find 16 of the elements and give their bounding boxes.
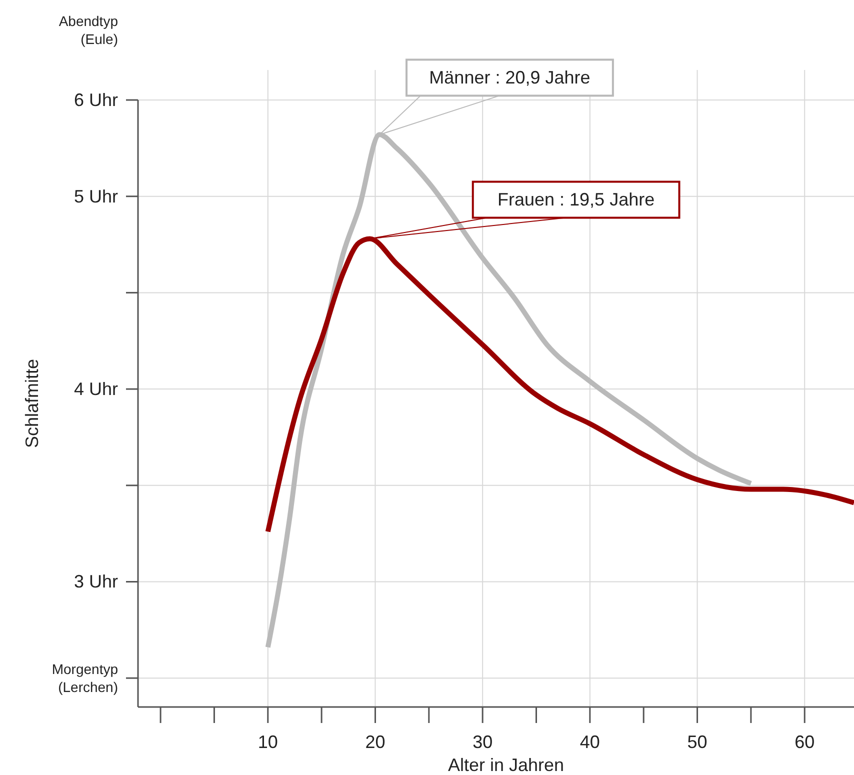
x-axis-title: Alter in Jahren — [448, 755, 564, 775]
annotation: Frauen : 19,5 Jahre — [498, 190, 655, 210]
x-tick-label: 20 — [365, 732, 386, 752]
x-tick-label: 50 — [687, 732, 708, 752]
y-axis-title: Schlafmitte — [22, 358, 42, 448]
text: Männer : 20,9 Jahre — [429, 68, 590, 88]
y-tick-label: 5 Uhr — [74, 186, 118, 206]
y-tick-label: Morgentyp (Lerchen) — [52, 661, 118, 696]
x-tick-label: 10 — [258, 732, 278, 752]
x-tick-label: 60 — [794, 732, 815, 752]
y-tick-label: 3 Uhr — [74, 572, 118, 592]
text: Abendtyp (Eule) — [58, 13, 118, 47]
y-tick-label: 6 Uhr — [74, 90, 118, 110]
x-tick-label: 30 — [472, 732, 493, 752]
y-tick-label: 4 Uhr — [74, 379, 118, 400]
x-tick-label: 40 — [580, 732, 600, 752]
